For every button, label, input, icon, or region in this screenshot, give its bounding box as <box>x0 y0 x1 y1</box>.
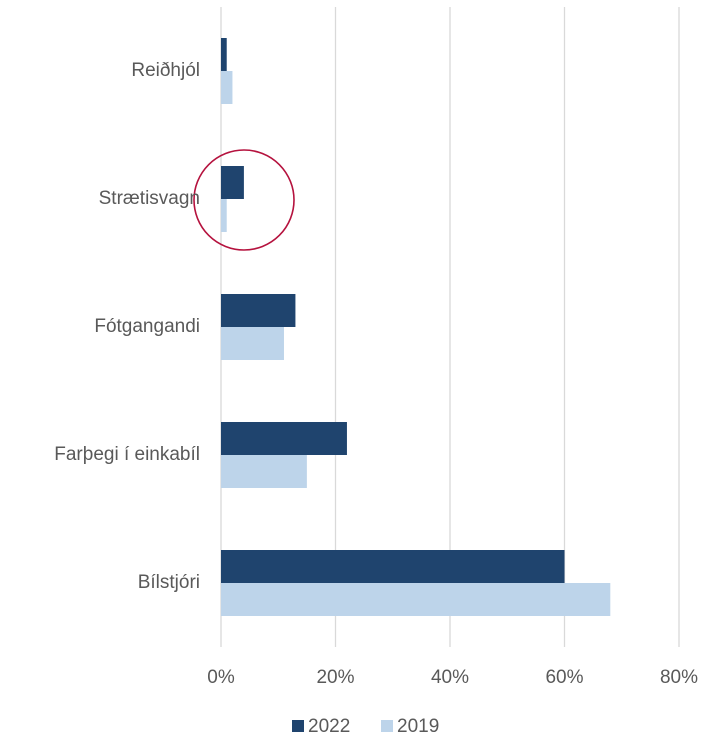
bar <box>221 455 307 488</box>
legend-label: 2019 <box>397 716 439 737</box>
bars <box>221 38 611 616</box>
bar <box>221 422 347 455</box>
x-tick-label: 40% <box>431 667 469 688</box>
legend-swatch <box>292 720 304 732</box>
bar <box>221 583 611 616</box>
bar <box>221 550 565 583</box>
y-tick-label: Fótgangandi <box>94 316 200 337</box>
x-tick-label: 20% <box>316 667 354 688</box>
y-tick-label: Farþegi í einkabíl <box>54 444 200 465</box>
bar <box>221 199 227 232</box>
y-tick-label: Strætisvagn <box>99 188 200 209</box>
y-tick-label: Reiðhjól <box>131 60 200 81</box>
x-tick-label: 80% <box>660 667 698 688</box>
bar <box>221 327 284 360</box>
y-tick-label: Bílstjóri <box>138 572 200 593</box>
bar <box>221 294 296 327</box>
legend-label: 2022 <box>308 716 350 737</box>
x-tick-label: 0% <box>207 667 235 688</box>
bar <box>221 166 244 199</box>
bar <box>221 38 227 71</box>
x-tick-label: 60% <box>545 667 583 688</box>
bar <box>221 71 233 104</box>
legend-swatch <box>381 720 393 732</box>
grid <box>220 7 680 647</box>
highlight-circle <box>193 149 295 251</box>
